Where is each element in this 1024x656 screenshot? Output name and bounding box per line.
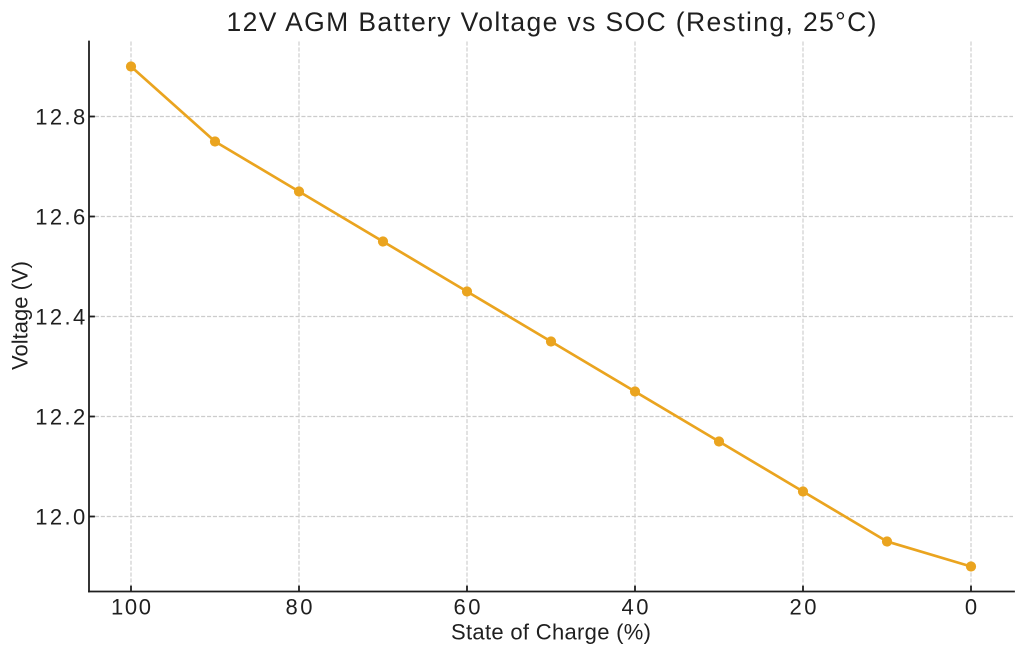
svg-text:12.0: 12.0	[35, 505, 85, 530]
svg-text:State of Charge (%): State of Charge (%)	[451, 619, 651, 644]
svg-text:100: 100	[111, 595, 151, 620]
svg-text:12V AGM Battery Voltage vs SOC: 12V AGM Battery Voltage vs SOC (Resting,…	[227, 7, 877, 37]
svg-text:0: 0	[965, 595, 977, 620]
svg-text:12.8: 12.8	[35, 105, 85, 130]
svg-text:12.4: 12.4	[35, 305, 85, 330]
svg-text:12.2: 12.2	[35, 405, 85, 430]
svg-text:12.6: 12.6	[35, 205, 85, 230]
svg-text:Voltage (V): Voltage (V)	[7, 261, 32, 370]
